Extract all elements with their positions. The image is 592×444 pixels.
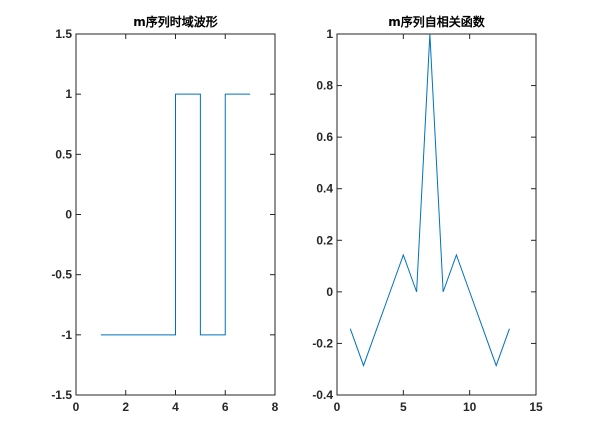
waveform-xtick-label: 0 (73, 400, 80, 414)
waveform-xtick-label: 8 (272, 400, 279, 414)
autocorrelation-plot-area (336, 33, 537, 396)
autocorrelation-series (349, 33, 510, 368)
autocorrelation-xtick-label: 10 (463, 400, 477, 414)
autocorrelation-title: m序列自相关函数 (388, 14, 486, 29)
waveform-ytick-label: 0 (65, 208, 72, 222)
waveform-ytick-label: -1.5 (51, 388, 72, 402)
autocorrelation-xtick-label: 0 (334, 400, 341, 414)
autocorrelation-ytick-label: 0.4 (316, 182, 333, 196)
autocorrelation-ytick-label: 0.6 (316, 130, 333, 144)
autocorrelation-tick-labels: 0 5 10 15 -0.4 -0.2 0 0.2 0.4 0.6 0.8 1 (312, 27, 543, 414)
autocorrelation-ytick-label: 0.8 (316, 79, 333, 93)
waveform-ytick-label: -0.5 (51, 268, 72, 282)
waveform-ytick-label: -1 (61, 328, 72, 342)
waveform-series (100, 93, 251, 336)
autocorrelation-series-line (349, 33, 510, 368)
waveform-xtick-label: 2 (122, 400, 129, 414)
waveform-ytick-label: 1 (65, 87, 72, 101)
autocorrelation-ticks (336, 33, 537, 396)
waveform-axes: 0 2 4 6 8 -1.5 -1 -0.5 0 0.5 1 1.5 m序列时域波形 (51, 14, 278, 414)
autocorrelation-ytick-label: 0.2 (316, 233, 333, 247)
waveform-ytick-label: 1.5 (55, 27, 72, 41)
autocorrelation-ytick-label: -0.4 (312, 388, 333, 402)
autocorrelation-ytick-label: -0.2 (312, 336, 333, 350)
autocorrelation-axes: 0 5 10 15 -0.4 -0.2 0 0.2 0.4 0.6 0.8 1 m序列自相关函数 (312, 14, 543, 414)
autocorrelation-xtick-label: 5 (400, 400, 407, 414)
waveform-ticks (75, 33, 276, 396)
waveform-xtick-label: 6 (222, 400, 229, 414)
waveform-tick-labels: 0 2 4 6 8 -1.5 -1 -0.5 0 0.5 1 1.5 (51, 27, 278, 414)
waveform-title: m序列时域波形 (133, 14, 218, 29)
waveform-ytick-label: 0.5 (55, 147, 72, 161)
autocorrelation-ytick-label: 1 (326, 27, 333, 41)
waveform-xtick-label: 4 (172, 400, 179, 414)
waveform-series-line (100, 93, 251, 336)
autocorrelation-xtick-label: 15 (529, 400, 543, 414)
autocorrelation-ytick-label: 0 (326, 285, 333, 299)
